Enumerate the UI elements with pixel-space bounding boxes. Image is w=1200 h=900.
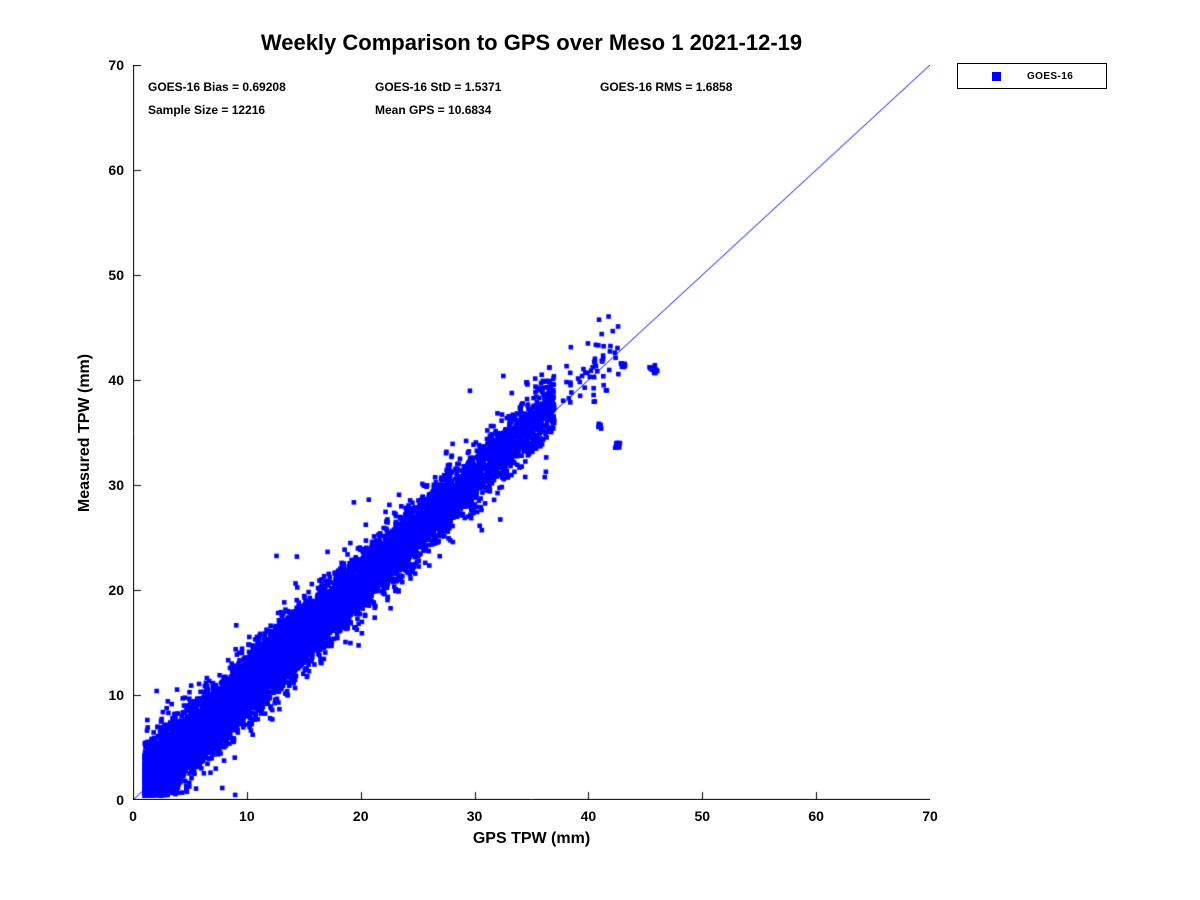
goes16-marker-swatch-icon [992, 71, 1001, 81]
x-tick-label: 70 [922, 808, 938, 824]
x-tick-label: 10 [239, 808, 255, 824]
x-axis-label: GPS TPW (mm) [472, 830, 591, 847]
y-tick-label: 10 [108, 687, 124, 703]
y-tick-label: 70 [108, 57, 124, 73]
scatter-plot-canvas [133, 65, 930, 800]
x-tick-label: 30 [466, 808, 483, 824]
y-tick-label: 30 [108, 477, 124, 493]
y-tick-label: 50 [108, 267, 124, 283]
y-tick-label: 20 [108, 582, 124, 598]
y-tick-label: 0 [116, 792, 124, 808]
legend-label: GOES-16 [1027, 70, 1074, 82]
x-tick-label: 20 [352, 808, 369, 824]
y-tick-label: 40 [108, 372, 124, 388]
x-tick-label: 60 [808, 808, 824, 824]
x-tick-label: 40 [580, 808, 597, 824]
legend: GOES-16 [957, 63, 1107, 89]
x-tick-label: 50 [694, 808, 711, 824]
x-tick-label: 0 [129, 808, 137, 824]
chart-title: Weekly Comparison to GPS over Meso 1 202… [260, 30, 803, 55]
y-tick-label: 60 [108, 162, 124, 178]
